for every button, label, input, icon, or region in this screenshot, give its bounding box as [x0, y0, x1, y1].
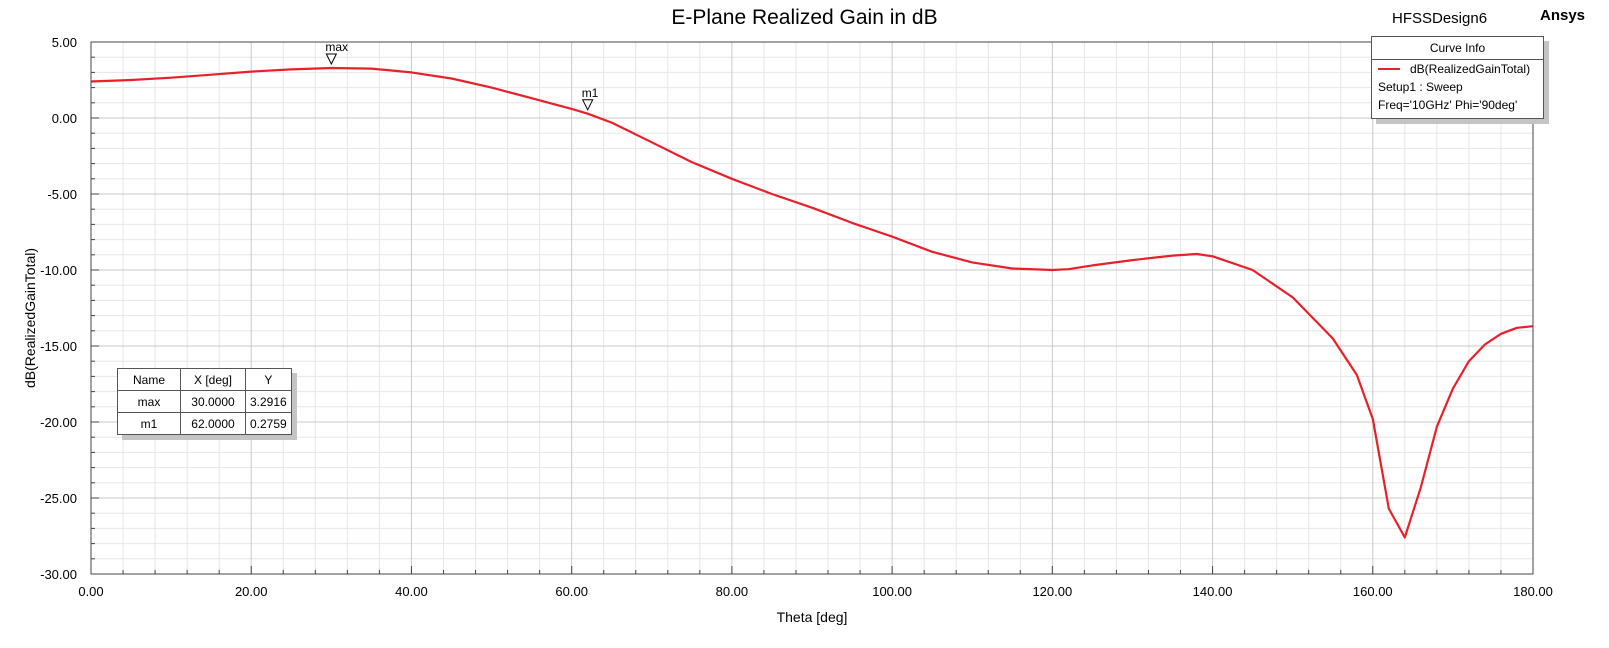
- x-tick-label: 120.00: [1032, 584, 1072, 599]
- brand-logo: Ansys: [1540, 7, 1586, 24]
- x-tick-label: 40.00: [395, 584, 428, 599]
- marker-x: 30.0000: [180, 390, 246, 413]
- design-name: HFSSDesign6: [1392, 10, 1488, 27]
- marker-y: 3.2916: [245, 390, 292, 413]
- legend-swatch: [1378, 68, 1400, 70]
- marker-name: max: [117, 390, 181, 413]
- series-line-realized-gain: [90, 66, 1534, 539]
- table-row[interactable]: m1 62.0000 0.2759: [117, 412, 292, 435]
- x-tick-label: 140.00: [1193, 584, 1233, 599]
- major-grid: [90, 41, 1534, 575]
- series-layer: [90, 66, 1534, 539]
- x-tick-label: 0.00: [78, 584, 103, 599]
- marker-layer: max m1: [325, 40, 599, 111]
- chart-title: E-Plane Realized Gain in dB: [671, 6, 938, 29]
- legend-header: Curve Info: [1372, 37, 1543, 60]
- legend-setup: Setup1 : Sweep: [1378, 80, 1463, 94]
- marker-label: max: [325, 40, 348, 54]
- x-axis-label: Theta [deg]: [776, 609, 848, 625]
- marker-name: m1: [117, 412, 181, 435]
- marker-y: 0.2759: [245, 412, 292, 435]
- table-row[interactable]: max 30.0000 3.2916: [117, 390, 292, 413]
- y-tick-label: -15.00: [40, 339, 77, 354]
- marker-table-header: Name X [deg] Y: [117, 368, 292, 391]
- legend-series-name: dB(RealizedGainTotal): [1410, 62, 1531, 76]
- marker-triangle: [581, 99, 594, 111]
- marker-label: m1: [582, 86, 599, 100]
- y-axis-label: dB(RealizedGainTotal): [22, 247, 38, 389]
- legend-entry[interactable]: dB(RealizedGainTotal): [1372, 60, 1543, 78]
- y-tick-label: -25.00: [40, 491, 77, 506]
- legend-params: Freq='10GHz' Phi='90deg': [1378, 98, 1518, 112]
- y-tick-label: 5.00: [52, 35, 77, 50]
- axis-ticks: [90, 41, 1534, 575]
- marker-table[interactable]: Name X [deg] Y max 30.0000 3.2916 m1 62.…: [117, 368, 292, 435]
- marker-col-x: X [deg]: [180, 368, 246, 391]
- y-tick-label: -10.00: [40, 263, 77, 278]
- plot-frame: [90, 41, 1534, 575]
- marker-triangle: [325, 53, 338, 66]
- x-tick-label: 180.00: [1513, 584, 1553, 599]
- legend[interactable]: Curve Info dB(RealizedGainTotal) Setup1 …: [1371, 36, 1544, 119]
- minor-grid: [91, 42, 1533, 574]
- y-tick-label: -20.00: [40, 415, 77, 430]
- marker-col-y: Y: [245, 368, 292, 391]
- x-tick-label: 60.00: [555, 584, 588, 599]
- y-tick-label: -30.00: [40, 567, 77, 582]
- tick-labels: 0.00 20.00 40.00 60.00 80.00 100.00 120.00 140.…: [40, 35, 1553, 599]
- y-tick-label: -5.00: [47, 187, 77, 202]
- marker-col-name: Name: [117, 368, 181, 391]
- x-tick-label: 100.00: [872, 584, 912, 599]
- marker-x: 62.0000: [180, 412, 246, 435]
- x-tick-label: 80.00: [716, 584, 749, 599]
- x-tick-label: 160.00: [1353, 584, 1393, 599]
- x-tick-label: 20.00: [235, 584, 268, 599]
- y-tick-label: 0.00: [52, 111, 77, 126]
